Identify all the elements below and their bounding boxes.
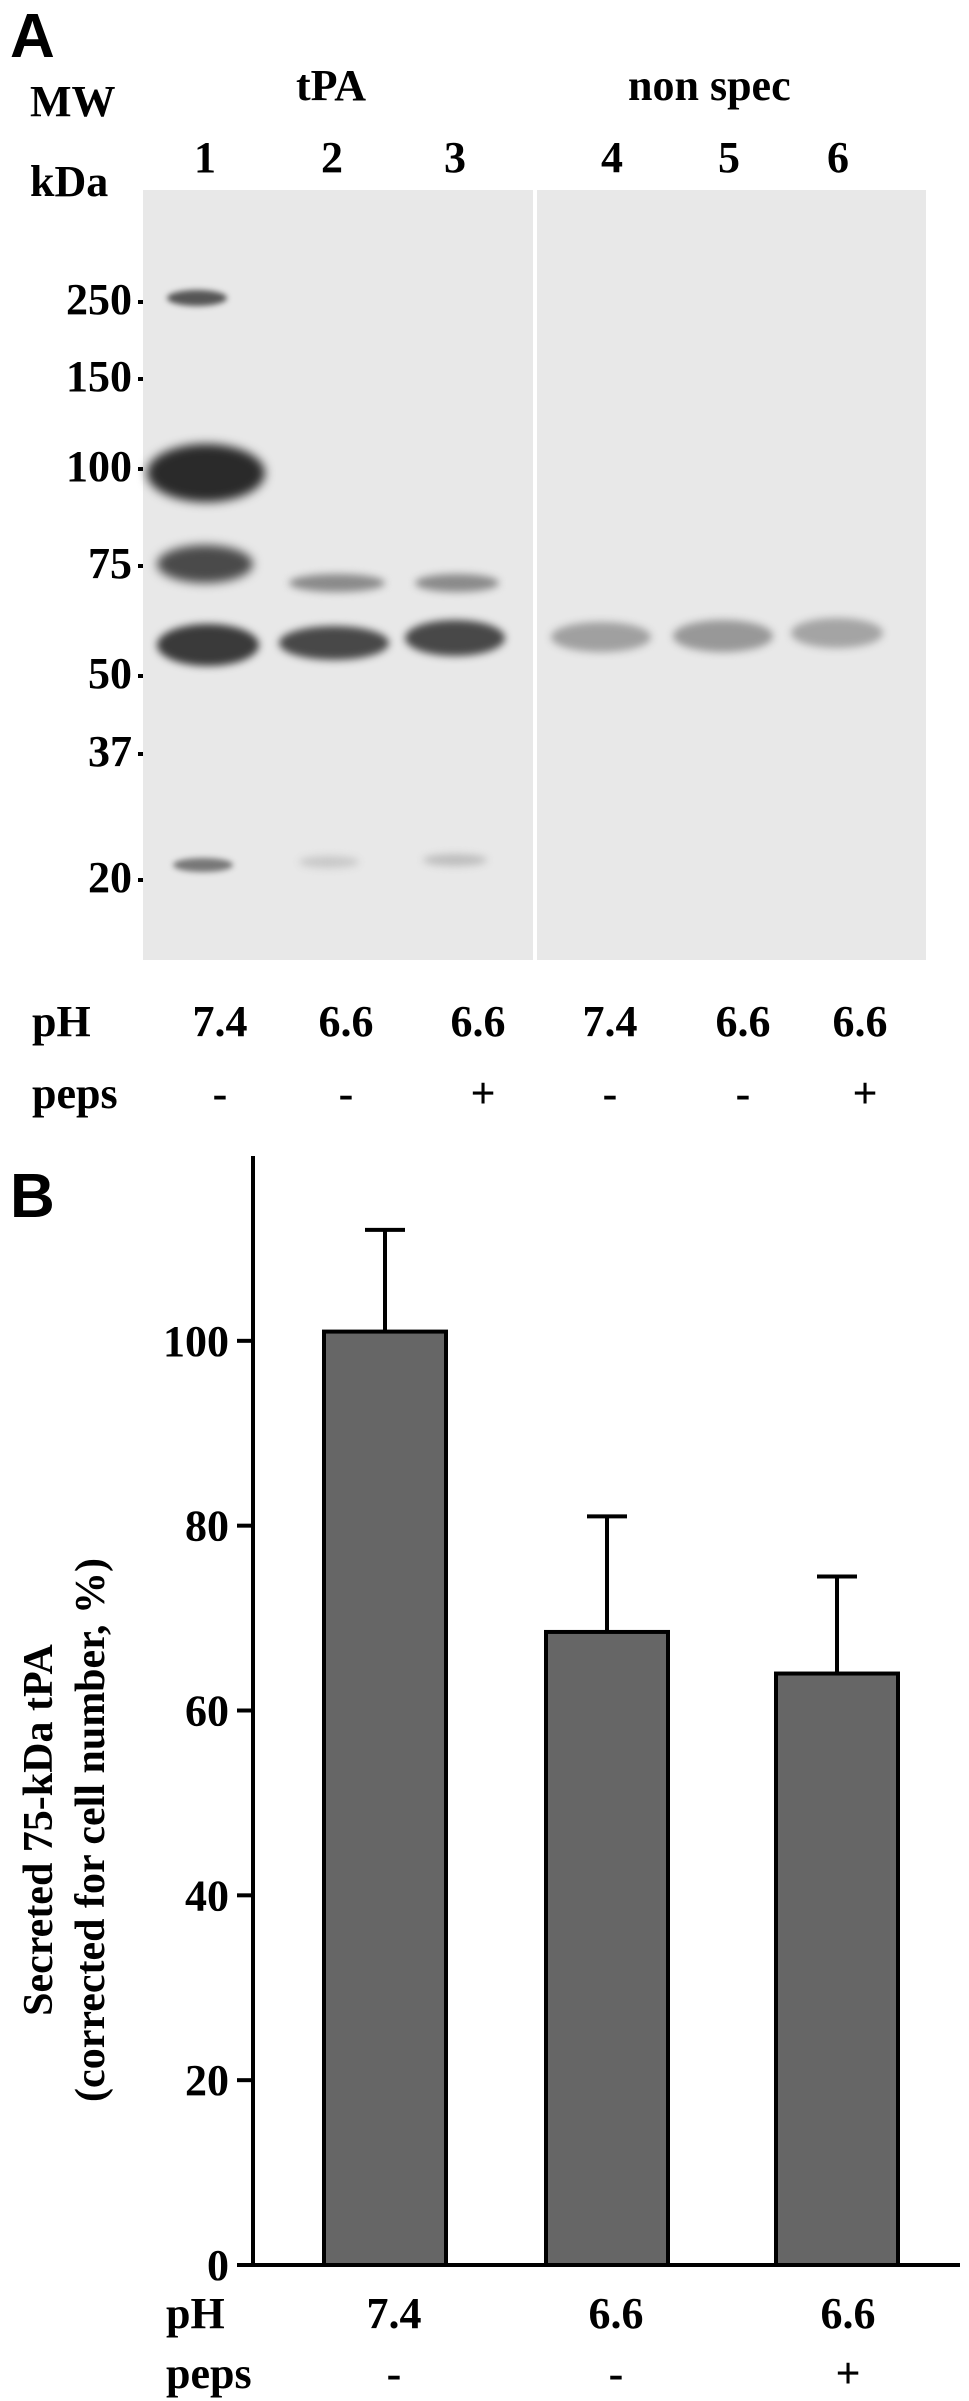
panel-a-peps-lane3: + [470,1069,496,1118]
panel-a-ph-lane3: 6.6 [450,997,506,1046]
band-lane3-75 [415,574,499,592]
gel-blot-tpa [143,190,533,960]
y-tick-label: 40 [185,1871,229,1920]
mw-header-line2: kDa [30,157,109,206]
band-lane2-75 [289,574,385,592]
panel-b-ph-bar2: 6.6 [588,2289,644,2338]
band-lane1-20 [173,858,233,872]
y-tick-label: 20 [185,2056,229,2105]
bar [774,1671,900,2267]
panel-a-peps-lane1: - [212,1069,228,1118]
y-tick-label: 60 [185,1687,229,1736]
y-axis-label-line1: Secreted 75-kDa tPA [16,1643,62,2015]
chart-bars [322,1227,900,2267]
band-lane5-50 [673,620,773,652]
y-axis-ticks: 0 20 40 60 80 100 [163,1317,253,2290]
band-lane2-20 [299,856,359,868]
panel-a-ph-lane1: 7.4 [192,997,248,1046]
lane-number-5: 5 [718,133,740,182]
mw-marker-label: 150 [66,352,132,401]
y-axis-label-line2: (corrected for cell number, %) [68,1558,114,2102]
band-lane3-20 [423,854,487,866]
panel-a-peps-lane4: - [602,1069,618,1118]
band-lane4-50 [551,622,651,652]
y-tick-label: 0 [207,2241,229,2290]
y-tick-label: 80 [185,1502,229,1551]
band-lane2-50 [279,626,389,660]
panel-a-peps-lane6: + [852,1069,878,1118]
panel-b-letter: B [10,1162,55,1231]
panel-a-ph-lane4: 7.4 [582,997,638,1046]
y-axis-label: Secreted 75-kDa tPA (corrected for cell … [16,1558,114,2102]
lane-number-2: 2 [321,133,343,182]
mw-marker-label: 37 [88,727,132,776]
bar [544,1629,670,2267]
lane-number-4: 4 [601,133,623,182]
bar [322,1329,448,2267]
gel-blot-nonspec [537,190,926,960]
mw-marker-label: 75 [88,539,132,588]
panel-b-peps-bar1: - [386,2349,402,2398]
panel-a-letter: A [10,2,55,71]
panel-a-ph-label: pH [32,997,91,1046]
mw-marker-label: 50 [88,649,132,698]
panel-b-peps-label: peps [166,2349,252,2398]
band-lane3-50 [405,620,505,656]
lane-number-1: 1 [194,133,216,182]
band-lane1-75 [157,545,253,583]
band-lane1-50 [157,624,259,666]
panel-b-ph-bar3: 6.6 [820,2289,876,2338]
panel-a-ph-lane5: 6.6 [715,997,771,1046]
panel-a-peps-lane5: - [735,1069,751,1118]
panel-a-ph-lane2: 6.6 [318,997,374,1046]
panel-a-ph-lane6: 6.6 [832,997,888,1046]
band-lane1-250 [167,290,227,306]
lane-number-6: 6 [827,133,849,182]
mw-marker-label: 20 [88,853,132,902]
band-lane1-100 [147,444,265,502]
mw-header-line1: MW [30,77,116,126]
panel-b-ph-label: pH [166,2289,225,2338]
panel-b-peps-bar3: + [835,2349,861,2398]
panel-a-peps-label: peps [32,1069,118,1118]
group-label-nonspec: non spec [628,61,791,110]
lane-number-3: 3 [444,133,466,182]
bar-chart: Secreted 75-kDa tPA (corrected for cell … [16,1156,960,2290]
group-label-tpa: tPA [296,61,367,110]
mw-marker-label: 250 [66,275,132,324]
y-tick-label: 100 [163,1317,229,1366]
band-lane6-50 [791,618,883,648]
panel-b-ph-bar1: 7.4 [366,2289,422,2338]
panel-b-peps-bar2: - [608,2349,624,2398]
mw-marker-label: 100 [66,442,132,491]
panel-a-peps-lane2: - [338,1069,354,1118]
